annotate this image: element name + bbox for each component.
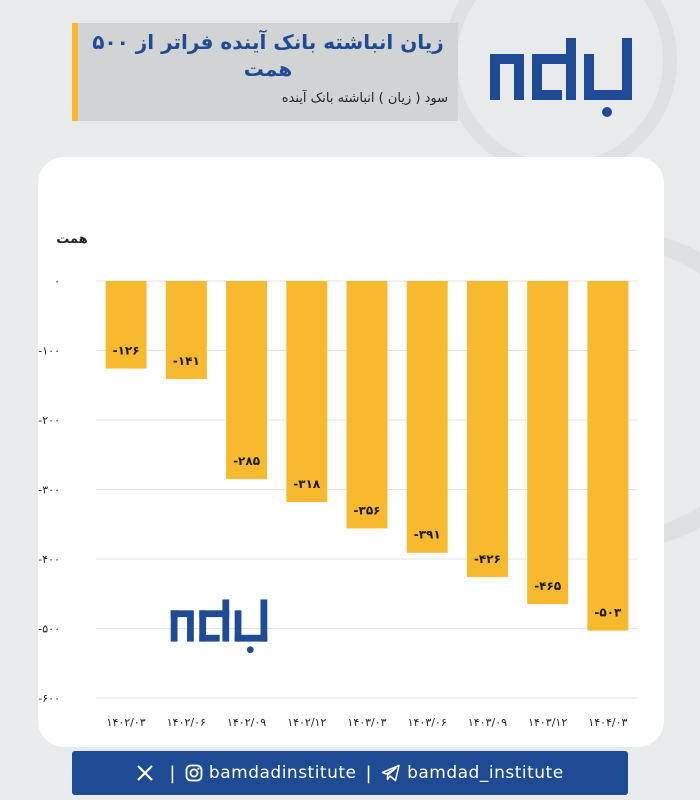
x-tick-label: ۱۴۰۳/۰۳ bbox=[347, 716, 386, 729]
header-box: زیان انباشته بانک آینده فراتر از ۵۰۰ همت… bbox=[72, 23, 458, 121]
instagram-handle[interactable]: bamdadinstitute bbox=[208, 763, 357, 783]
y-axis-ticks: ۰ -۱۰۰ -۲۰۰ -۳۰۰ -۴۰۰ -۵۰۰ -۶۰۰ bbox=[38, 275, 60, 705]
bar-chart: همت ۰ -۱۰۰ -۲۰۰ -۳۰۰ -۴۰۰ -۵۰۰ -۶۰۰ -۱۲۶ -۱۴۱ -۲… bbox=[38, 232, 638, 729]
y-tick-label: -۲۰۰ bbox=[38, 414, 60, 427]
value-labels: -۱۲۶ -۱۴۱ -۲۸۵ -۳۱۸ -۳۵۶ -۳۹۱ -۴۲۶ -۴۶۵ -۵۰۳ bbox=[113, 344, 622, 620]
y-tick-label: -۳۰۰ bbox=[38, 484, 60, 497]
x-tick-label: ۱۴۰۳/۱۲ bbox=[528, 716, 567, 729]
bar bbox=[406, 281, 448, 553]
bar-value-label: -۴۲۶ bbox=[474, 552, 501, 566]
bar bbox=[226, 281, 268, 480]
bar-value-label: -۳۹۱ bbox=[414, 528, 441, 542]
bar bbox=[527, 281, 569, 605]
bar-value-label: -۱۲۶ bbox=[113, 344, 140, 358]
bar-value-label: -۳۵۶ bbox=[354, 503, 381, 517]
y-tick-label: -۶۰۰ bbox=[38, 692, 60, 705]
chart-card: همت ۰ -۱۰۰ -۲۰۰ -۳۰۰ -۴۰۰ -۵۰۰ -۶۰۰ -۱۲۶ -۱۴۱ -۲… bbox=[38, 157, 664, 747]
y-tick-label: -۴۰۰ bbox=[38, 553, 60, 566]
bar bbox=[105, 281, 147, 369]
bamdad-logo bbox=[490, 38, 632, 117]
chart-subtitle: سود ( زیان ) انباشته بانک آینده bbox=[281, 91, 448, 106]
telegram-handle[interactable]: bamdad_institute bbox=[407, 763, 564, 783]
bar bbox=[587, 281, 629, 631]
x-tick-label: ۱۴۰۳/۰۶ bbox=[408, 716, 447, 729]
y-axis-unit-label: همت bbox=[56, 232, 88, 247]
x-tick-label: ۱۴۰۳/۰۹ bbox=[468, 716, 507, 729]
y-tick-label: ۰ bbox=[54, 275, 60, 288]
y-tick-label: -۵۰۰ bbox=[38, 623, 60, 636]
x-tick-label: ۱۴۰۴/۰۳ bbox=[588, 716, 627, 729]
bar-value-label: -۱۴۱ bbox=[173, 354, 200, 368]
bars bbox=[105, 281, 629, 631]
chart-title: زیان انباشته بانک آینده فراتر از ۵۰۰ همت bbox=[92, 30, 444, 81]
x-tick-label: ۱۴۰۲/۱۲ bbox=[287, 716, 326, 729]
telegram-icon[interactable] bbox=[381, 764, 401, 782]
x-icon[interactable] bbox=[136, 764, 154, 782]
instagram-icon[interactable] bbox=[185, 764, 203, 782]
separator: | bbox=[169, 762, 176, 784]
x-axis-ticks: ۱۴۰۲/۰۳ ۱۴۰۲/۰۶ ۱۴۰۲/۰۹ ۱۴۰۲/۱۲ ۱۴۰۳/۰۳ ۱۴۰۳/… bbox=[107, 716, 628, 729]
bar-value-label: -۴۶۵ bbox=[534, 579, 561, 593]
footer-bar: | bamdadinstitute | bamdad_institute bbox=[72, 751, 628, 795]
bar-value-label: -۲۸۵ bbox=[233, 454, 260, 468]
x-tick-label: ۱۴۰۲/۰۶ bbox=[167, 716, 206, 729]
y-tick-label: -۱۰۰ bbox=[38, 345, 60, 358]
bar bbox=[286, 281, 328, 503]
bar-value-label: -۳۱۸ bbox=[293, 477, 321, 491]
bar bbox=[165, 281, 207, 379]
bar-value-label: -۵۰۳ bbox=[594, 606, 622, 620]
bar bbox=[466, 281, 508, 578]
x-tick-label: ۱۴۰۲/۰۳ bbox=[107, 716, 146, 729]
x-tick-label: ۱۴۰۲/۰۹ bbox=[227, 716, 266, 729]
separator: | bbox=[365, 762, 373, 784]
bar bbox=[346, 281, 388, 529]
watermark-logo bbox=[170, 599, 268, 654]
